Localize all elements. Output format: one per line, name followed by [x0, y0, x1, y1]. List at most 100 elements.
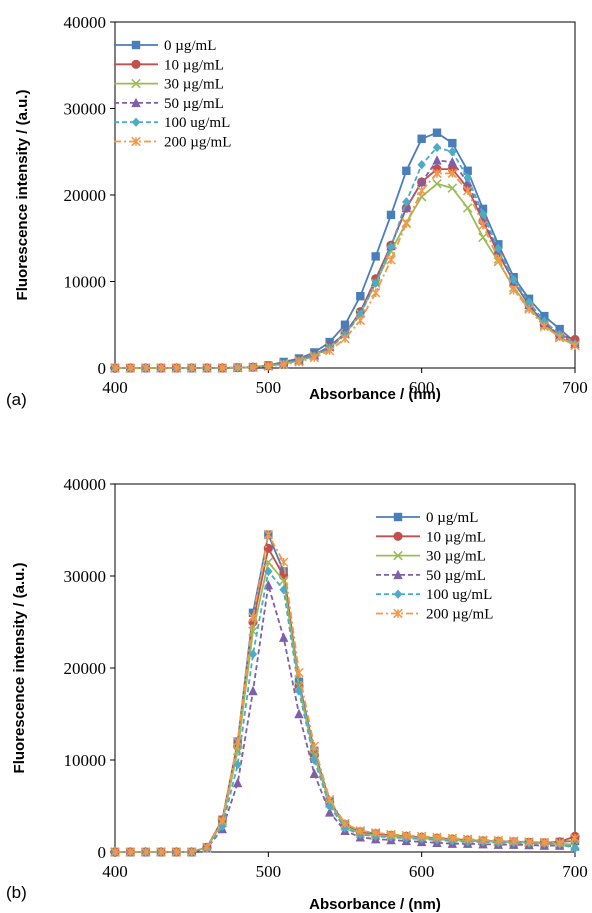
data-point	[125, 363, 136, 373]
chart-panel-a: 0 10000 20000 30000 40000 400 500 600 700 Absorba…	[6, 13, 588, 409]
data-point	[294, 357, 304, 367]
x-tick-label: 500	[256, 862, 282, 881]
y-tick-label: 40000	[64, 475, 107, 494]
data-point	[555, 324, 564, 334]
data-point	[370, 827, 381, 838]
data-point	[156, 847, 166, 857]
y-tick-label: 20000	[64, 659, 107, 678]
data-point	[232, 736, 243, 747]
data-point	[355, 315, 366, 326]
data-point	[401, 218, 412, 229]
data-point	[570, 843, 580, 854]
legend-marker	[131, 97, 141, 108]
data-point	[371, 252, 380, 261]
chart-panel-b: 0 10000 20000 30000 40000 400 500 600 700 Absorba…	[6, 475, 588, 913]
data-point	[202, 363, 212, 373]
series-10-g-ml	[110, 543, 580, 857]
data-point	[370, 288, 381, 298]
legend-marker	[393, 512, 403, 522]
series-30-g-ml	[110, 557, 580, 857]
data-point	[140, 847, 151, 857]
data-point	[218, 821, 227, 831]
data-point	[447, 156, 458, 167]
data-point	[447, 183, 458, 193]
legend-item: 100 ug/mL	[114, 115, 230, 131]
legend-label: 50 µg/mL	[426, 568, 486, 584]
y-tick-label: 30000	[64, 567, 107, 586]
legend-item: 200 µg/mL	[376, 607, 493, 623]
data-point	[171, 363, 182, 373]
data-point	[447, 833, 458, 843]
data-point	[417, 160, 426, 170]
data-point	[125, 847, 136, 857]
data-point	[324, 345, 335, 356]
data-point	[294, 708, 304, 719]
legend-item: 200 µg/mL	[114, 135, 231, 151]
series-line	[115, 533, 576, 853]
data-point	[386, 242, 396, 252]
data-point	[264, 566, 273, 577]
y-tick-label: 30000	[64, 100, 107, 119]
y-tick-label: 10000	[64, 273, 107, 292]
series-line	[115, 533, 576, 853]
legend-label: 100 ug/mL	[164, 115, 230, 131]
data-point	[509, 275, 518, 285]
data-point	[371, 278, 380, 288]
series-line	[115, 547, 576, 853]
data-point	[340, 818, 350, 829]
data-point	[401, 830, 412, 841]
data-point	[462, 185, 473, 196]
y-axis-title: Fluorescence intensity / (a.u.)	[14, 90, 31, 301]
legend-label: 30 µg/mL	[426, 549, 486, 565]
legend-item: 100 ug/mL	[376, 587, 492, 603]
data-point	[248, 612, 258, 623]
data-point	[402, 197, 411, 207]
data-point	[217, 815, 228, 826]
data-point	[248, 685, 258, 696]
data-point	[340, 333, 350, 344]
data-point	[416, 176, 427, 187]
panel-label: (a)	[6, 390, 27, 409]
legend-item: 10 µg/mL	[114, 57, 224, 73]
data-point	[156, 363, 166, 373]
data-point	[386, 210, 396, 220]
data-point	[186, 847, 197, 857]
data-point	[279, 567, 288, 576]
series-100-ug-ml	[110, 566, 580, 857]
data-point	[140, 363, 151, 373]
data-point	[524, 297, 534, 307]
data-point	[432, 155, 442, 165]
data-point	[278, 557, 289, 567]
data-point	[478, 232, 488, 243]
y-tick-label: 0	[98, 843, 107, 862]
data-point	[248, 649, 258, 659]
series-30-g-ml	[110, 178, 580, 373]
data-point	[478, 220, 488, 231]
data-point	[432, 128, 442, 137]
data-point	[524, 304, 534, 314]
data-point	[279, 585, 288, 595]
legend-marker	[393, 550, 403, 561]
legend-label: 10 µg/mL	[426, 529, 486, 545]
data-point	[233, 759, 242, 770]
legend-item: 10 µg/mL	[376, 529, 486, 545]
y-tick-label: 40000	[64, 13, 107, 32]
data-point	[186, 363, 197, 373]
data-point	[508, 285, 519, 295]
x-tick-label: 400	[102, 378, 128, 397]
data-point	[463, 166, 472, 175]
series-50-g-ml	[110, 580, 580, 857]
data-point	[248, 626, 258, 636]
data-point	[309, 768, 320, 778]
data-point	[493, 254, 504, 264]
data-point	[447, 168, 458, 179]
data-point	[294, 686, 304, 696]
legend-item: 0 µg/mL	[376, 510, 478, 526]
data-point	[432, 142, 442, 153]
data-point	[448, 138, 457, 148]
x-tick-label: 500	[256, 378, 282, 397]
data-point	[463, 173, 472, 183]
x-axis-title: Absorbance / (nm)	[309, 386, 441, 403]
legend-label: 200 µg/mL	[164, 135, 231, 151]
data-point	[278, 632, 289, 642]
